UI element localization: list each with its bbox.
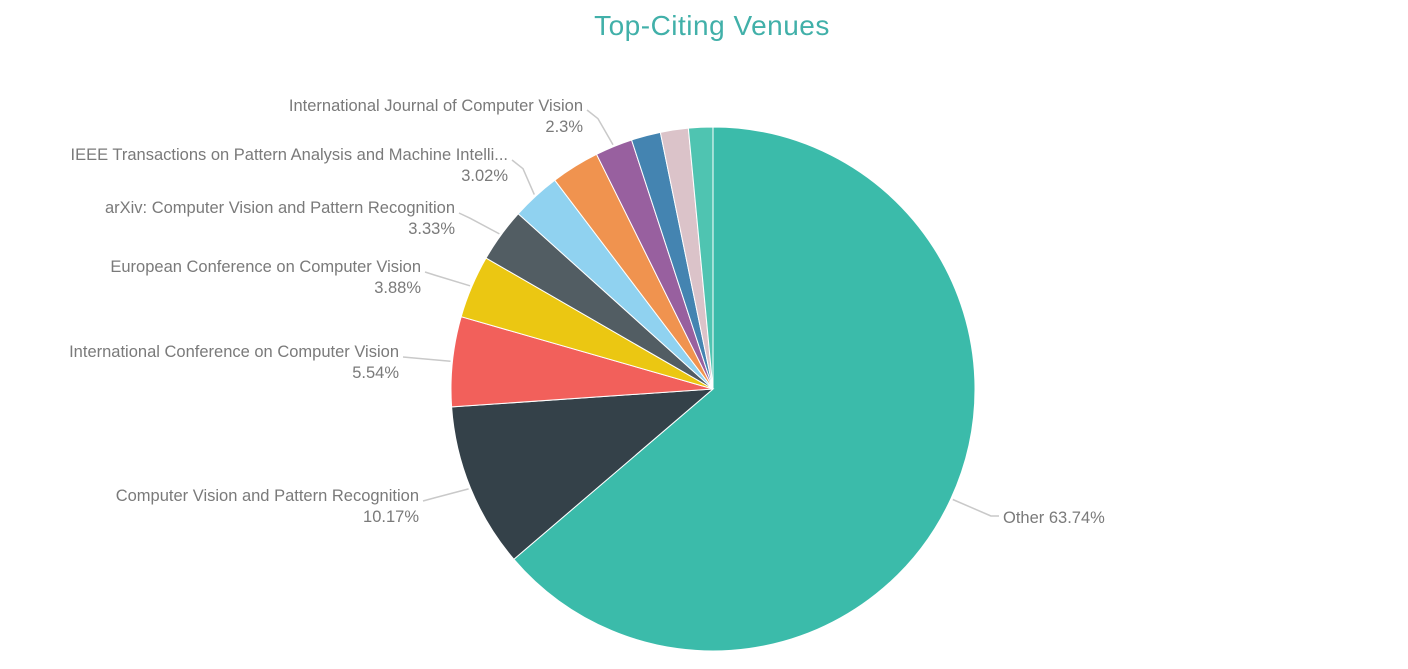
- slice-label-percent: 2.3%: [545, 118, 583, 136]
- leader-line-arxiv-computer-vision-and-pattern-recognition: [458, 212, 500, 235]
- slice-label-name: European Conference on Computer Vision: [110, 258, 421, 276]
- slice-label-percent: 3.33%: [408, 220, 455, 238]
- pie-slice-unlabeled-10[interactable]: [687, 126, 714, 390]
- slice-label-name: International Journal of Computer Vision: [288, 97, 583, 115]
- slice-label-name: arXiv: Computer Vision and Pattern Recog…: [104, 199, 455, 217]
- leader-line-computer-vision-and-pattern-recognition: [422, 488, 469, 502]
- slice-label-name: Other: [1003, 509, 1045, 527]
- slice-label-percent: 63.74%: [1048, 509, 1105, 527]
- leader-line-other: [952, 498, 999, 517]
- slice-label-ieee-tpami: IEEE Transactions on Pattern Analysis an…: [0, 145, 508, 187]
- slice-label-other: Other 63.74%: [1003, 508, 1105, 529]
- leader-line-ieee-transactions-on-pattern-analysis-and-machin: [511, 159, 535, 195]
- slice-label-european-conference-on-computer-vision: European Conference on Computer Vision 3…: [0, 257, 421, 299]
- slice-label-computer-vision-and-pattern-recognition: Computer Vision and Pattern Recognition …: [0, 486, 419, 528]
- slice-label-percent: 3.88%: [374, 279, 421, 297]
- slice-label-name: International Conference on Computer Vis…: [69, 343, 399, 361]
- slice-label-international-conference-on-computer-vision: International Conference on Computer Vis…: [0, 342, 399, 384]
- slice-label-international-journal-of-computer-vision: International Journal of Computer Vision…: [0, 96, 583, 138]
- leader-line-european-conference-on-computer-vision: [424, 271, 471, 287]
- slice-label-name: Computer Vision and Pattern Recognition: [115, 487, 419, 505]
- slice-label-arxiv-cvpr: arXiv: Computer Vision and Pattern Recog…: [0, 198, 455, 240]
- chart-title: Top-Citing Venues: [594, 10, 830, 41]
- pie-slice-computer-vision-and-pattern-recognition[interactable]: [451, 388, 715, 560]
- leader-line-international-conference-on-computer-vision: [402, 356, 451, 362]
- slice-label-name: IEEE Transactions on Pattern Analysis an…: [70, 146, 508, 164]
- slice-label-percent: 5.54%: [352, 364, 399, 382]
- leader-line-international-journal-of-computer-vision: [586, 109, 614, 146]
- pie-slice-other[interactable]: [513, 126, 976, 652]
- slice-label-percent: 3.02%: [461, 167, 508, 185]
- slice-label-percent: 10.17%: [363, 508, 419, 526]
